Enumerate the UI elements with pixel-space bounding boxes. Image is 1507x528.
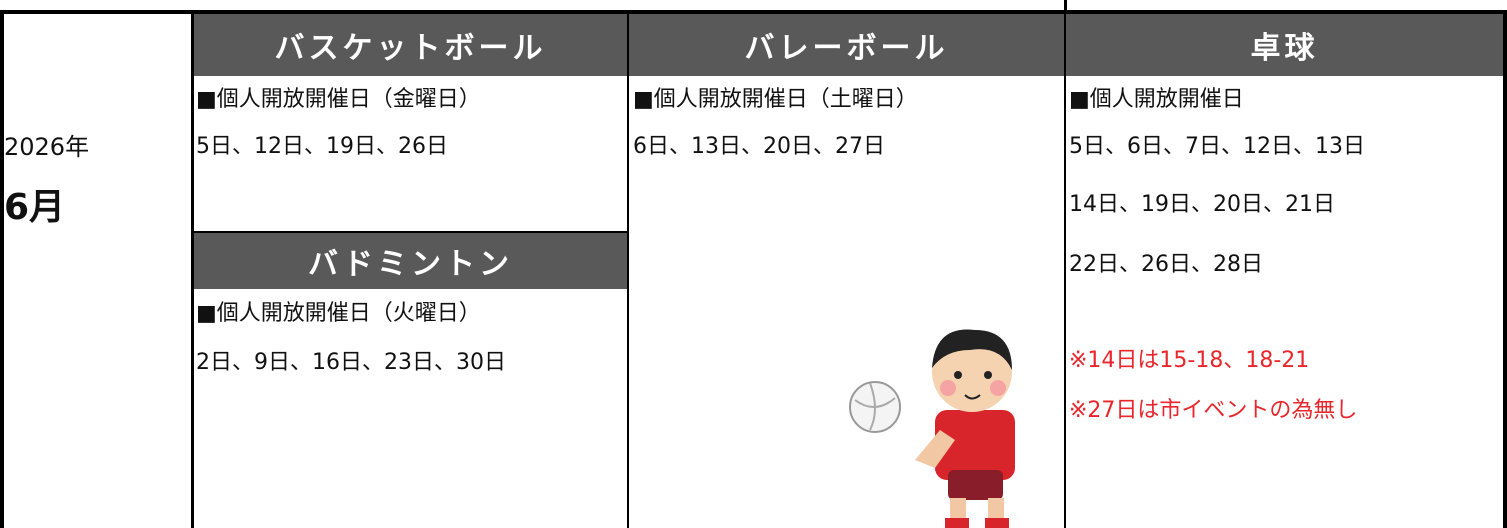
divider [1064, 0, 1067, 12]
year: 2026年 [4, 133, 90, 161]
illustration [849, 329, 1015, 528]
text-line: 6日、13日、20日、27日 [633, 134, 885, 159]
header: バレーボール [629, 14, 1064, 76]
note: ※27日は市イベントの為無し [1069, 398, 1358, 423]
text-line: ■個人開放開催日（金曜日） [196, 87, 481, 112]
text-line: ■個人開放開催日（火曜日） [196, 301, 481, 326]
text-line: ■個人開放開催日 [1069, 87, 1244, 112]
note: ※14日は15-18、18-21 [1069, 348, 1310, 373]
text-line: 5日、6日、7日、12日、13日 [1069, 134, 1365, 159]
text-line: 22日、26日、28日 [1069, 252, 1263, 277]
header: バドミントン [194, 233, 627, 289]
text-line: 14日、19日、20日、21日 [1069, 192, 1335, 217]
divider [627, 10, 629, 528]
divider [191, 10, 194, 528]
text-line: ■個人開放開催日（土曜日） [633, 87, 918, 112]
month: 6月 [4, 187, 66, 228]
text-line: 2日、9日、16日、23日、30日 [196, 350, 506, 375]
header: バスケットボール [194, 14, 627, 76]
header: 卓球 [1066, 14, 1503, 76]
divider [1064, 10, 1066, 528]
divider [194, 231, 627, 233]
text-line: 5日、12日、19日、26日 [196, 134, 448, 159]
table-frame [0, 10, 1507, 528]
